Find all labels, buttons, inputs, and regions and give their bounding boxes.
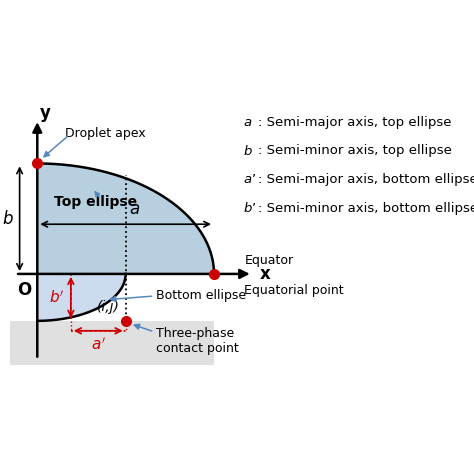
Bar	[9, 321, 214, 365]
Polygon shape	[37, 164, 214, 274]
Text: $a'$: $a'$	[91, 336, 106, 353]
Polygon shape	[37, 274, 126, 321]
Text: $b'$: $b'$	[49, 289, 64, 306]
Text: Top ellipse: Top ellipse	[54, 195, 137, 209]
Text: x: x	[259, 265, 270, 283]
Text: y: y	[40, 104, 51, 122]
Text: : Semi-minor axis, bottom ellipse: : Semi-minor axis, bottom ellipse	[258, 202, 474, 215]
Text: : Semi-major axis, bottom ellipse: : Semi-major axis, bottom ellipse	[258, 173, 474, 186]
Text: : Semi-minor axis, top ellipse: : Semi-minor axis, top ellipse	[258, 144, 452, 157]
Text: Equator: Equator	[245, 254, 293, 267]
Text: Droplet apex: Droplet apex	[65, 126, 146, 140]
Text: $\mathit{a’}$: $\mathit{a’}$	[243, 173, 256, 186]
Text: Three-phase
contact point: Three-phase contact point	[156, 327, 239, 355]
Text: Equatorial point: Equatorial point	[245, 284, 344, 297]
Text: Bottom ellipse: Bottom ellipse	[156, 289, 246, 301]
Text: $\mathit{b}$: $\mathit{b}$	[243, 144, 253, 158]
Text: $\mathit{a}$: $\mathit{a}$	[243, 116, 252, 128]
Text: O: O	[18, 280, 32, 299]
Text: $a$: $a$	[129, 199, 140, 218]
Text: $\mathit{b’}$: $\mathit{b’}$	[243, 201, 256, 215]
Text: (i,j): (i,j)	[97, 300, 120, 314]
Text: $b$: $b$	[2, 210, 14, 228]
Text: : Semi-major axis, top ellipse: : Semi-major axis, top ellipse	[258, 116, 452, 128]
